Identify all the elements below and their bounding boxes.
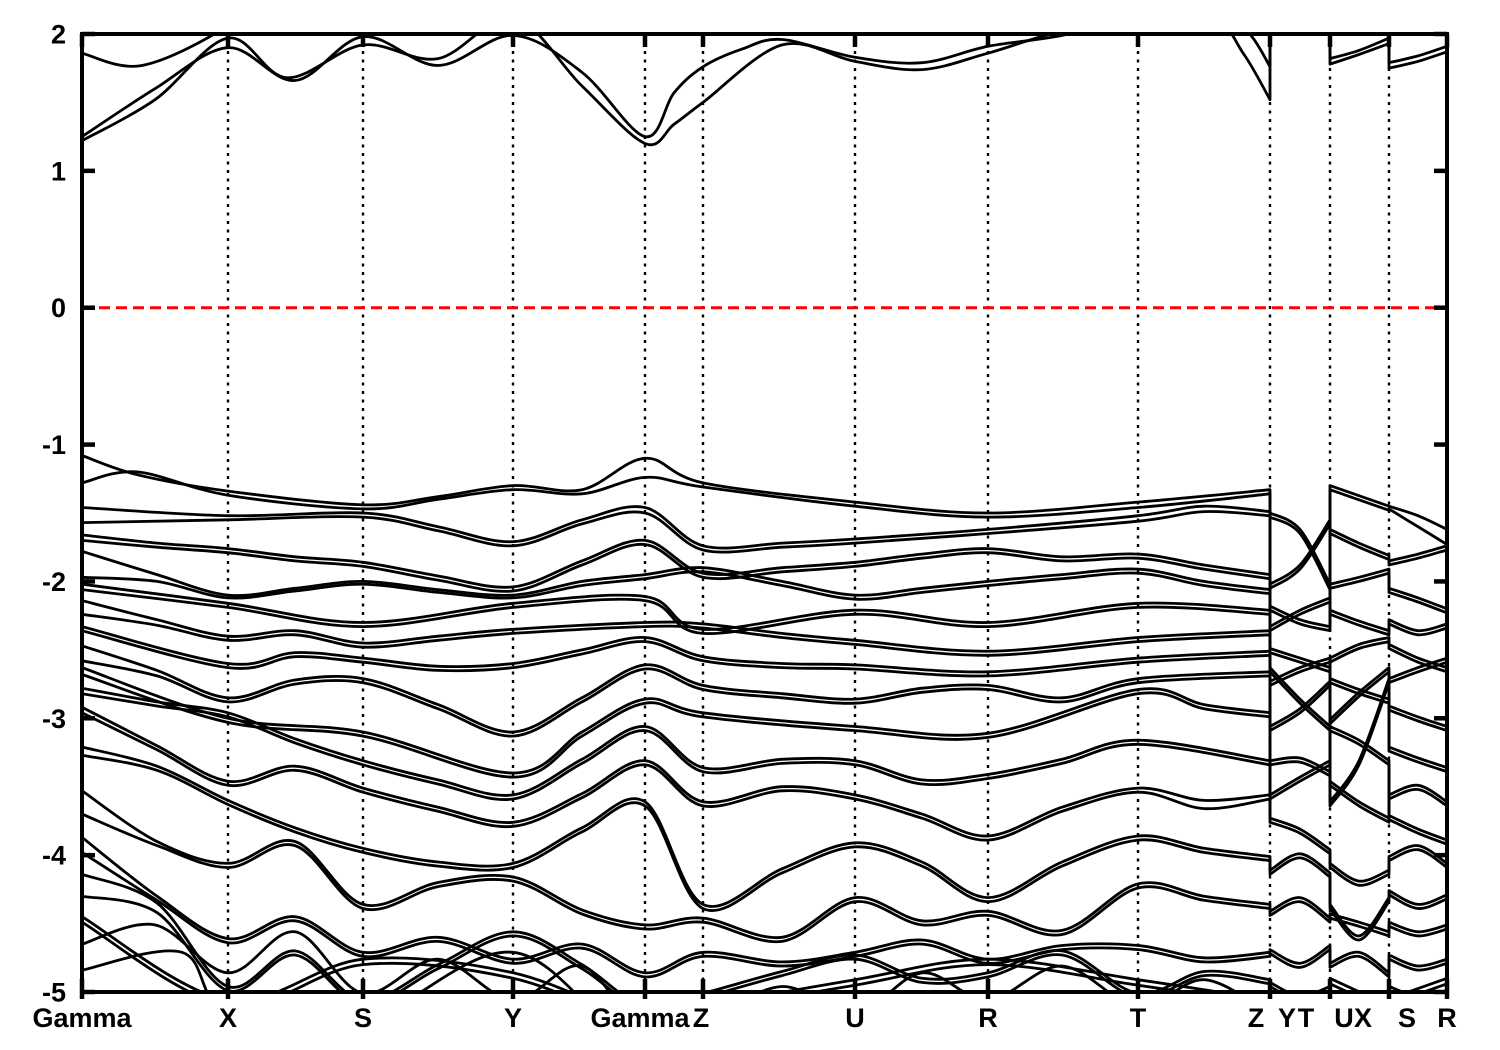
band-curve bbox=[82, 753, 1447, 942]
kpoint-label: X bbox=[219, 1003, 237, 1033]
band-curve bbox=[82, 711, 1447, 887]
kpoint-label: R bbox=[978, 1003, 998, 1033]
band-curve bbox=[82, 686, 1447, 842]
band-curve bbox=[82, 789, 1447, 940]
band-curve bbox=[82, 836, 1447, 975]
kpoint-label: T bbox=[1298, 1003, 1315, 1033]
kpoint-label: Z bbox=[1248, 1003, 1265, 1033]
band-curve bbox=[82, 659, 1447, 808]
band-curve bbox=[82, 745, 1447, 938]
band-curve bbox=[82, 510, 1447, 590]
band-curve bbox=[82, 673, 1447, 824]
y-tick-label: 2 bbox=[51, 20, 66, 50]
y-axis-labels: 2 1 0 -1 -2 -3 -4 -5 bbox=[42, 20, 66, 1008]
y-tick-label: 1 bbox=[51, 156, 66, 186]
y-tick-label: -5 bbox=[42, 978, 66, 1008]
band-curve bbox=[82, 533, 1447, 628]
kpoint-label: Y bbox=[504, 1003, 522, 1033]
band-curve bbox=[82, 34, 1447, 139]
band-curve bbox=[82, 705, 1447, 883]
band-curve bbox=[82, 949, 577, 992]
band-curve bbox=[82, 851, 1447, 979]
tick-marks bbox=[79, 31, 1450, 999]
band-curve bbox=[82, 666, 1447, 820]
kpoint-label: S bbox=[354, 1003, 372, 1033]
band-curve bbox=[82, 549, 1447, 633]
band-curve bbox=[82, 570, 1447, 637]
band-curve bbox=[82, 644, 1447, 804]
bands bbox=[82, 34, 1447, 992]
kpoint-label: R bbox=[1437, 1003, 1457, 1033]
y-tick-label: -3 bbox=[42, 704, 66, 734]
band-curve bbox=[82, 504, 1447, 586]
band-curve bbox=[82, 454, 1447, 586]
band-curve bbox=[82, 599, 1447, 701]
band-curve bbox=[82, 629, 1447, 732]
kpoint-label: U bbox=[1334, 1003, 1354, 1033]
kpoint-label: U bbox=[845, 1003, 865, 1033]
kpoint-label: S bbox=[1398, 1003, 1416, 1033]
band-curve bbox=[82, 470, 1447, 591]
band-curve bbox=[82, 34, 218, 68]
band-curve bbox=[82, 588, 1447, 674]
y-tick-label: -2 bbox=[42, 567, 66, 597]
band-curve bbox=[82, 922, 1239, 992]
kpoint-label: X bbox=[1354, 1003, 1372, 1033]
kpoint-label: Gamma bbox=[590, 1003, 690, 1033]
band-curve bbox=[82, 582, 1447, 669]
band-curve bbox=[82, 812, 1447, 944]
band-curve bbox=[82, 625, 1447, 728]
band-curve bbox=[82, 539, 1447, 633]
band-curve bbox=[82, 34, 1447, 147]
y-tick-label: 0 bbox=[51, 293, 66, 323]
band-curve bbox=[82, 692, 1447, 846]
y-tick-label: -4 bbox=[42, 841, 66, 871]
y-tick-label: -1 bbox=[42, 430, 66, 460]
kpoint-label: Y bbox=[1278, 1003, 1296, 1033]
kpoint-label: T bbox=[1130, 1003, 1147, 1033]
kpoint-label: Gamma bbox=[32, 1003, 132, 1033]
band-curve bbox=[82, 612, 1447, 705]
x-axis-labels: Gamma X S Y Gamma Z U R T Z Y T U X S R bbox=[32, 1003, 1456, 1033]
kpoint-label: Z bbox=[693, 1003, 710, 1033]
plot-border bbox=[80, 32, 1449, 994]
